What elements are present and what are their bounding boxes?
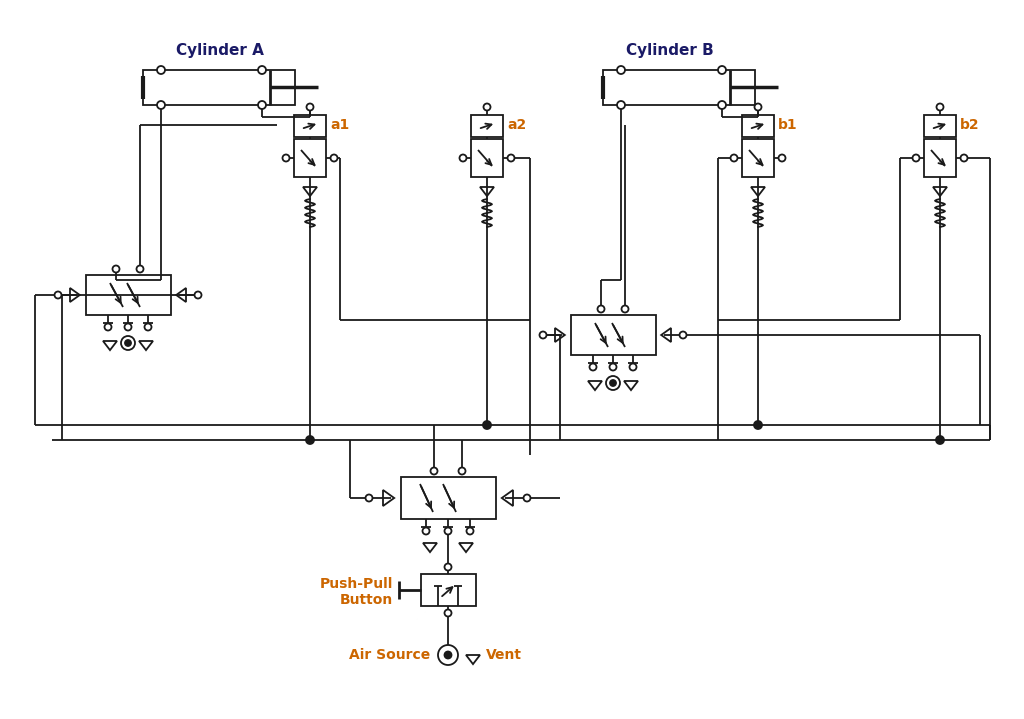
Circle shape	[306, 104, 313, 111]
Circle shape	[125, 340, 131, 346]
Circle shape	[912, 155, 920, 162]
Circle shape	[936, 436, 944, 444]
Text: Push-Pull: Push-Pull	[319, 577, 393, 591]
Text: Cylinder A: Cylinder A	[176, 42, 264, 58]
Polygon shape	[139, 341, 153, 350]
Circle shape	[680, 331, 686, 339]
Text: b2: b2	[961, 118, 980, 132]
Polygon shape	[423, 543, 437, 552]
Circle shape	[438, 645, 458, 665]
Text: Vent: Vent	[486, 648, 522, 662]
Bar	[742, 139, 774, 177]
Bar	[571, 315, 656, 355]
Circle shape	[617, 66, 625, 74]
Circle shape	[283, 155, 290, 162]
Circle shape	[937, 104, 943, 111]
Polygon shape	[555, 328, 565, 342]
Circle shape	[609, 364, 616, 370]
Circle shape	[125, 324, 131, 331]
Circle shape	[597, 306, 604, 313]
Circle shape	[366, 495, 373, 501]
Circle shape	[136, 265, 143, 273]
Circle shape	[610, 380, 616, 386]
Text: Air Source: Air Source	[349, 648, 430, 662]
Circle shape	[460, 155, 467, 162]
Circle shape	[718, 101, 726, 109]
Polygon shape	[303, 187, 317, 196]
Circle shape	[444, 651, 452, 659]
Circle shape	[622, 306, 629, 313]
Bar	[924, 139, 956, 177]
Polygon shape	[466, 655, 480, 664]
Polygon shape	[502, 490, 513, 506]
Text: Button: Button	[340, 593, 393, 607]
Circle shape	[157, 101, 165, 109]
Circle shape	[54, 291, 61, 298]
Bar	[471, 115, 503, 137]
Circle shape	[444, 528, 452, 534]
Polygon shape	[751, 187, 765, 196]
Circle shape	[459, 467, 466, 475]
Bar	[86, 275, 171, 315]
Circle shape	[606, 376, 620, 390]
Circle shape	[755, 104, 762, 111]
Circle shape	[104, 324, 112, 331]
Bar	[421, 574, 476, 606]
Text: a2: a2	[507, 118, 526, 132]
Circle shape	[483, 104, 490, 111]
Polygon shape	[588, 381, 602, 390]
Circle shape	[444, 610, 452, 616]
Circle shape	[617, 101, 625, 109]
Bar	[143, 70, 295, 105]
Polygon shape	[176, 288, 186, 302]
Bar	[294, 115, 326, 137]
Circle shape	[331, 155, 338, 162]
Bar	[401, 477, 496, 519]
Circle shape	[430, 467, 437, 475]
Bar	[924, 115, 956, 137]
Circle shape	[157, 66, 165, 74]
Bar	[742, 115, 774, 137]
Circle shape	[778, 155, 785, 162]
Circle shape	[423, 528, 429, 534]
Polygon shape	[933, 187, 947, 196]
Polygon shape	[662, 328, 671, 342]
Circle shape	[483, 421, 490, 429]
Circle shape	[754, 421, 762, 429]
Bar	[471, 139, 503, 177]
Circle shape	[961, 155, 968, 162]
Polygon shape	[624, 381, 638, 390]
Polygon shape	[70, 288, 80, 302]
Circle shape	[730, 155, 737, 162]
Circle shape	[258, 66, 266, 74]
Polygon shape	[383, 490, 394, 506]
Circle shape	[195, 291, 202, 298]
Bar	[603, 70, 755, 105]
Circle shape	[630, 364, 637, 370]
Circle shape	[718, 66, 726, 74]
Circle shape	[508, 155, 514, 162]
Circle shape	[523, 495, 530, 501]
Circle shape	[121, 336, 135, 350]
Text: Cylinder B: Cylinder B	[626, 42, 714, 58]
Polygon shape	[103, 341, 117, 350]
Text: a1: a1	[330, 118, 349, 132]
Polygon shape	[480, 187, 494, 196]
Bar	[294, 139, 326, 177]
Circle shape	[113, 265, 120, 273]
Circle shape	[467, 528, 473, 534]
Circle shape	[540, 331, 547, 339]
Circle shape	[590, 364, 597, 370]
Polygon shape	[459, 543, 473, 552]
Circle shape	[144, 324, 152, 331]
Circle shape	[258, 101, 266, 109]
Text: b1: b1	[778, 118, 798, 132]
Circle shape	[444, 564, 452, 570]
Circle shape	[306, 436, 314, 444]
